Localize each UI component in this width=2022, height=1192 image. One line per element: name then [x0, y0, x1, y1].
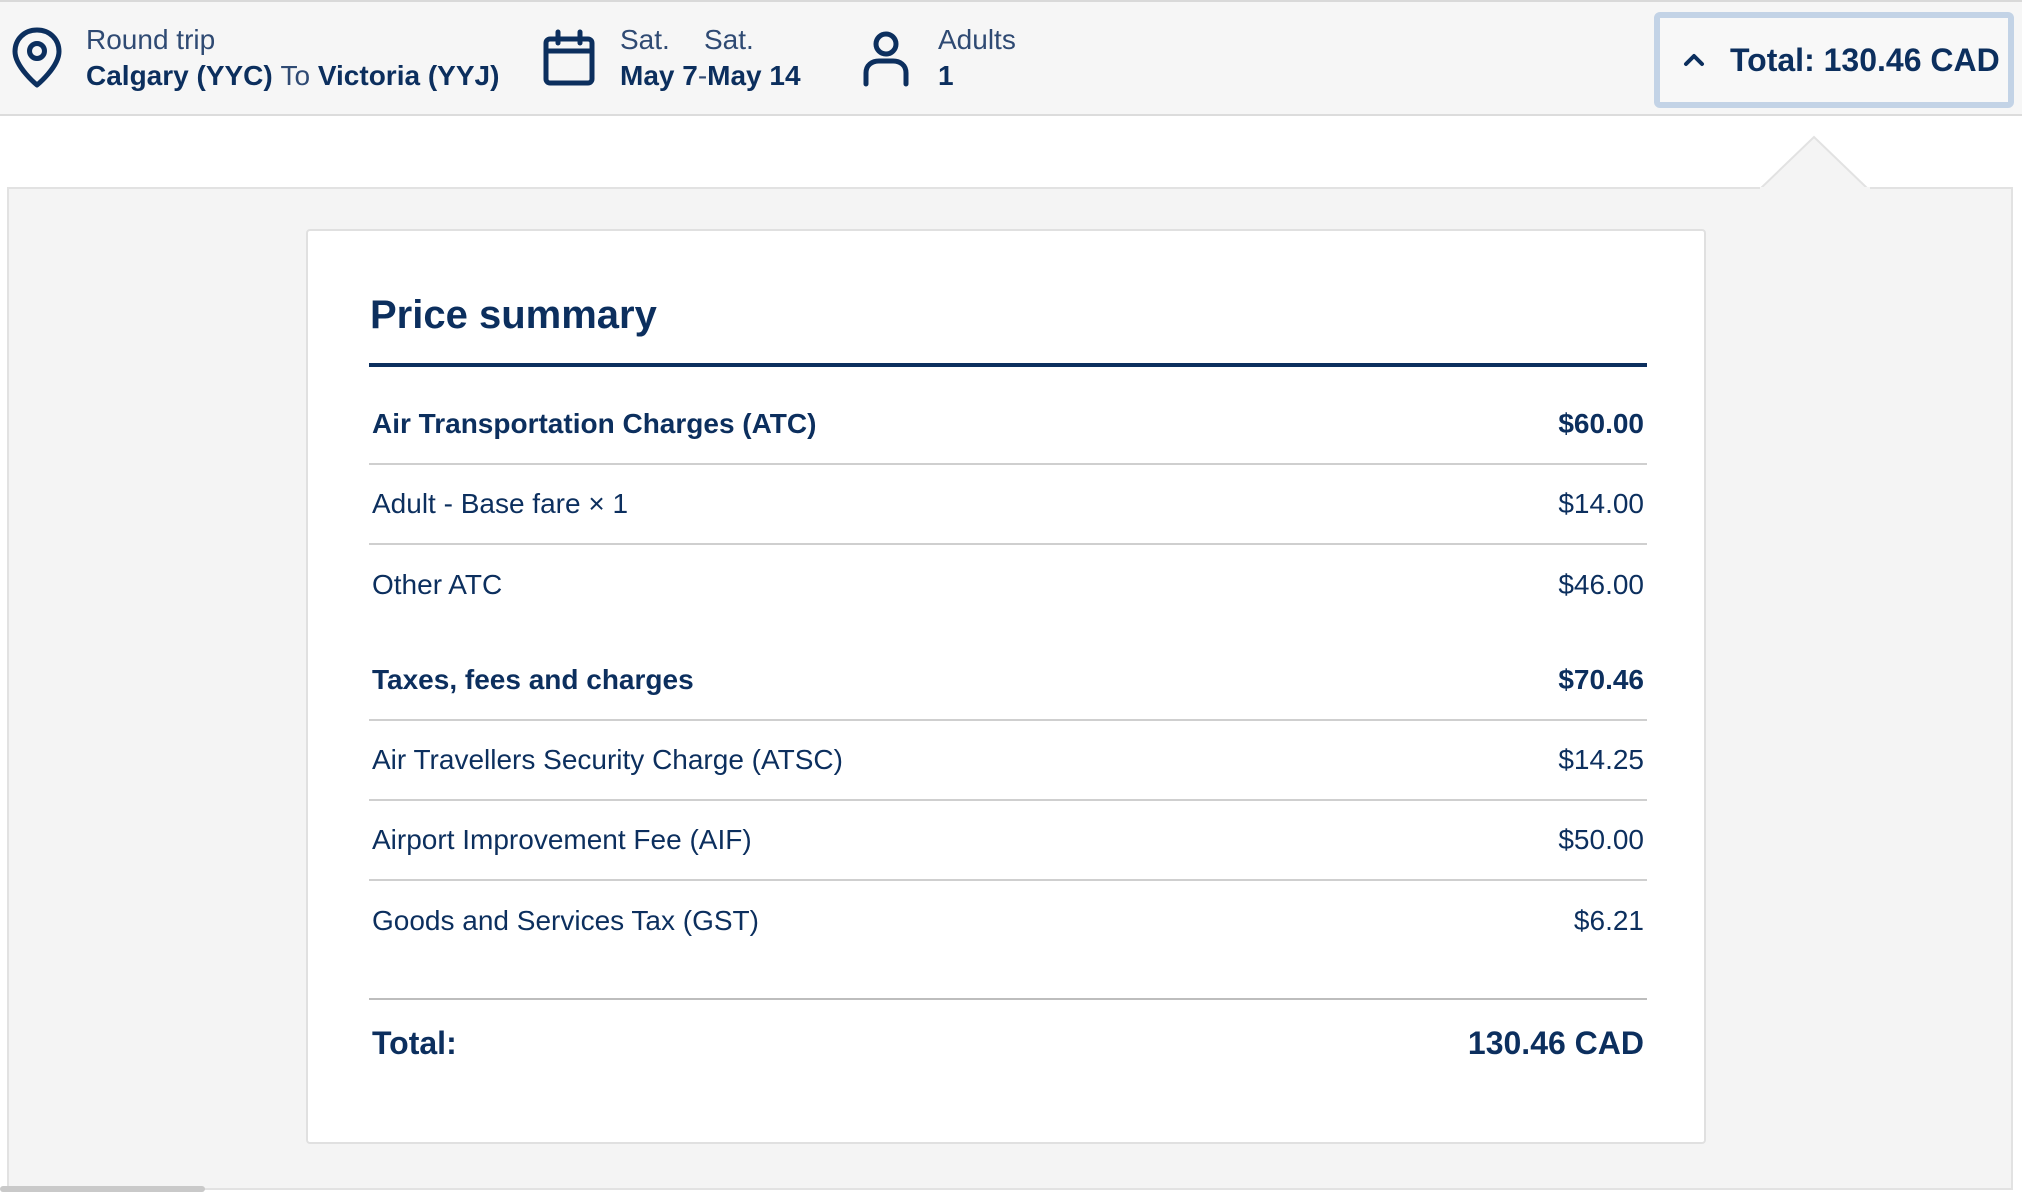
panel-caret: [1757, 135, 1871, 193]
line-item-amount: $14.25: [1558, 744, 1644, 775]
price-summary-card: Price summary Air Transportation Charges…: [306, 229, 1706, 1144]
line-item-row: Other ATC $46.00: [369, 545, 1647, 625]
depart-day: Sat.: [620, 24, 670, 55]
taxes-heading-row: Taxes, fees and charges $70.46: [369, 641, 1647, 721]
atc-heading-row: Air Transportation Charges (ATC) $60.00: [369, 385, 1647, 465]
line-item-label: Airport Improvement Fee (AIF): [372, 824, 752, 855]
destination-city: Victoria (YYJ): [317, 60, 500, 91]
route-connector: To: [280, 60, 311, 91]
line-item-row: Adult - Base fare × 1 $14.00: [369, 465, 1647, 545]
line-item-amount: $50.00: [1558, 824, 1644, 855]
chevron-up-icon: [1680, 46, 1708, 74]
dates-segment[interactable]: Sat. Sat. May 7-May 14: [540, 2, 801, 114]
horizontal-scrollbar[interactable]: [0, 1186, 205, 1192]
trip-segment[interactable]: Round trip Calgary (YYC) To Victoria (YY…: [8, 2, 499, 114]
line-item-amount: $6.21: [1573, 905, 1644, 936]
passengers-segment[interactable]: Adults 1: [858, 2, 1016, 114]
line-item-label: Adult - Base fare × 1: [372, 488, 629, 519]
taxes-heading-amount: $70.46: [1558, 664, 1644, 695]
line-item-row: Air Travellers Security Charge (ATSC) $1…: [369, 721, 1647, 801]
passenger-label: Adults: [938, 24, 1016, 55]
date-separator: -: [697, 60, 708, 91]
person-icon: [858, 2, 914, 114]
line-item-label: Air Travellers Security Charge (ATSC): [372, 744, 843, 775]
origin-city: Calgary (YYC): [86, 60, 273, 91]
calendar-icon: [540, 2, 598, 114]
line-item-amount: $14.00: [1558, 488, 1644, 519]
return-day: Sat.: [704, 24, 754, 55]
return-date: May 14: [707, 60, 801, 91]
line-item-label: Other ATC: [372, 569, 503, 600]
trip-type: Round trip: [86, 24, 216, 55]
atc-heading-label: Air Transportation Charges (ATC): [372, 408, 817, 439]
total-toggle-button[interactable]: Total: 130.46 CAD: [1654, 12, 2014, 108]
location-pin-icon: [8, 2, 66, 114]
trip-summary-bar: Round trip Calgary (YYC) To Victoria (YY…: [0, 0, 2022, 116]
line-item-row: Goods and Services Tax (GST) $6.21: [369, 881, 1647, 961]
grand-total-amount: 130.46 CAD: [1467, 1024, 1644, 1061]
grand-total-label: Total:: [372, 1024, 457, 1061]
total-divider: [369, 998, 1647, 1000]
line-item-label: Goods and Services Tax (GST): [372, 905, 759, 936]
depart-date: May 7: [620, 60, 698, 91]
line-item-amount: $46.00: [1558, 569, 1644, 600]
price-summary-title: Price summary: [370, 293, 657, 337]
taxes-heading-label: Taxes, fees and charges: [372, 664, 694, 695]
atc-heading-amount: $60.00: [1558, 408, 1644, 439]
total-toggle-label: Total: 130.46 CAD: [1730, 41, 2000, 78]
grand-total-row: Total: 130.46 CAD: [369, 1001, 1647, 1085]
passenger-count: 1: [938, 60, 954, 91]
title-divider: [369, 363, 1647, 367]
line-item-row: Airport Improvement Fee (AIF) $50.00: [369, 801, 1647, 881]
